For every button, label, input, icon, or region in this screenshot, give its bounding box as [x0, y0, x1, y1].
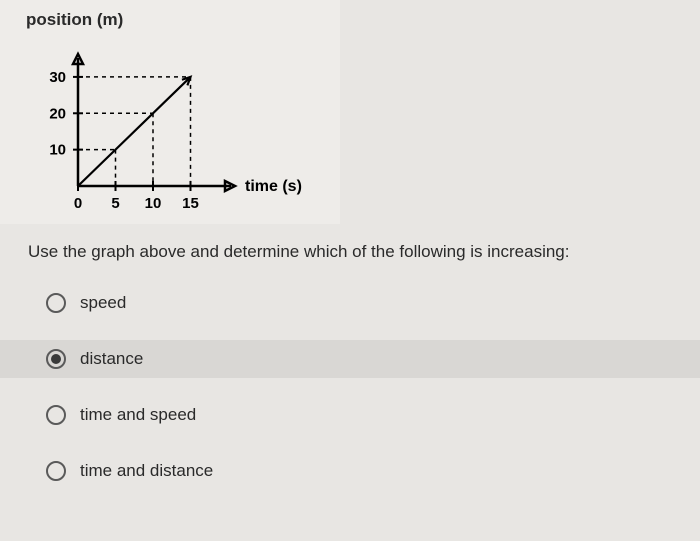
svg-text:10: 10 [145, 195, 162, 212]
radio-icon [46, 293, 66, 313]
svg-text:15: 15 [182, 195, 199, 212]
question-text: Use the graph above and determine which … [0, 224, 700, 284]
option-row-distance[interactable]: distance [0, 340, 700, 378]
svg-text:30: 30 [49, 69, 66, 86]
chart-svg: 10 20 30 0 5 10 15 time (s) [30, 36, 340, 216]
y-axis-title: position (m) [26, 10, 320, 30]
option-label: time and distance [80, 461, 213, 481]
radio-icon [46, 461, 66, 481]
radio-icon [46, 405, 66, 425]
option-row-speed[interactable]: speed [42, 284, 680, 322]
position-time-chart: 10 20 30 0 5 10 15 time (s) [30, 36, 340, 216]
option-row-time-and-distance[interactable]: time and distance [42, 452, 680, 490]
svg-text:20: 20 [49, 105, 66, 122]
chart-region: position (m) 10 20 30 0 5 10 15 time (s) [0, 0, 340, 224]
option-label: distance [80, 349, 143, 369]
options-group: speed distance time and speed time and d… [0, 284, 700, 490]
svg-text:0: 0 [74, 195, 82, 212]
svg-text:time (s): time (s) [245, 178, 302, 195]
radio-icon [46, 349, 66, 369]
svg-text:5: 5 [111, 195, 119, 212]
svg-text:10: 10 [49, 142, 66, 159]
option-label: speed [80, 293, 126, 313]
option-row-time-and-speed[interactable]: time and speed [42, 396, 680, 434]
option-label: time and speed [80, 405, 196, 425]
